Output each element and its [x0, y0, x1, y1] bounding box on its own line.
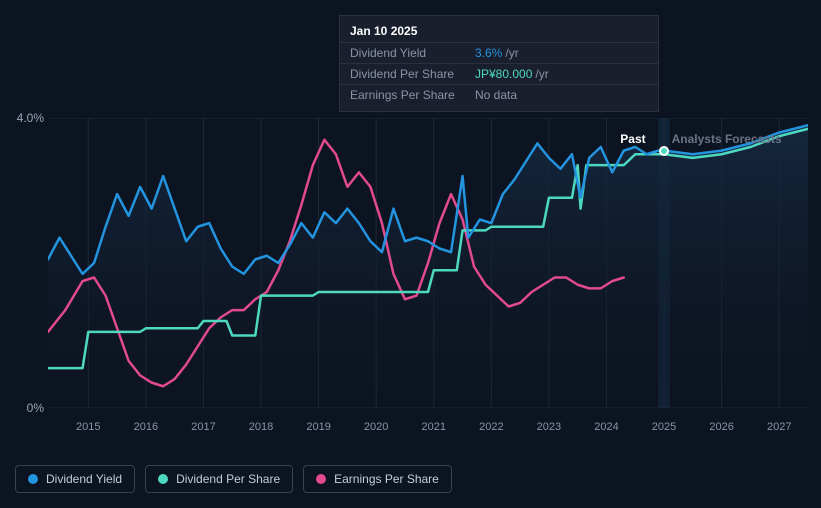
tooltip-metric-unit: /yr [535, 67, 548, 81]
tooltip-date: Jan 10 2025 [340, 22, 658, 43]
tooltip-metric-label: Dividend Yield [350, 46, 475, 60]
legend-label: Earnings Per Share [334, 472, 439, 486]
x-axis-tick: 2027 [767, 421, 791, 433]
x-axis-tick: 2017 [191, 421, 215, 433]
x-axis-tick: 2024 [594, 421, 618, 433]
y-axis-tick: 4.0% [4, 111, 44, 125]
x-axis-tick: 2019 [306, 421, 330, 433]
legend-item[interactable]: Dividend Per Share [145, 465, 293, 493]
chart-svg [48, 118, 808, 408]
x-axis-tick: 2026 [709, 421, 733, 433]
tooltip-metric-value: No data [475, 88, 517, 102]
tooltip-row: Dividend Per ShareJP¥80.000/yr [340, 64, 658, 85]
legend-item[interactable]: Dividend Yield [15, 465, 135, 493]
tooltip-rows-container: Dividend Yield3.6%/yrDividend Per ShareJ… [340, 43, 658, 105]
legend-label: Dividend Per Share [176, 472, 280, 486]
legend-label: Dividend Yield [46, 472, 122, 486]
legend-dot-icon [28, 474, 38, 484]
tooltip-metric-value: 3.6% [475, 46, 502, 60]
tooltip-metric-label: Earnings Per Share [350, 88, 475, 102]
tooltip-row: Earnings Per ShareNo data [340, 85, 658, 105]
past-label: Past [620, 132, 645, 146]
x-axis: 2015 2016 2017 2018 2019 2020 2021 2022 2023 2024… [48, 418, 808, 438]
legend-dot-icon [158, 474, 168, 484]
x-axis-tick: 2015 [76, 421, 100, 433]
current-marker [659, 146, 669, 156]
x-axis-tick: 2016 [134, 421, 158, 433]
tooltip-row: Dividend Yield3.6%/yr [340, 43, 658, 64]
x-axis-tick: 2022 [479, 421, 503, 433]
chart-tooltip: Jan 10 2025 Dividend Yield3.6%/yrDividen… [339, 15, 659, 112]
legend: Dividend Yield Dividend Per Share Earnings… [15, 465, 452, 493]
y-axis-tick: 0% [4, 401, 44, 415]
x-axis-tick: 2025 [652, 421, 676, 433]
legend-item[interactable]: Earnings Per Share [303, 465, 452, 493]
forecast-label: Analysts Forecasts [672, 132, 782, 146]
legend-dot-icon [316, 474, 326, 484]
tooltip-metric-value: JP¥80.000 [475, 67, 532, 81]
chart-plot-area [48, 118, 808, 408]
tooltip-metric-unit: /yr [505, 46, 518, 60]
x-axis-tick: 2020 [364, 421, 388, 433]
tooltip-metric-label: Dividend Per Share [350, 67, 475, 81]
x-axis-tick: 2018 [249, 421, 273, 433]
x-axis-tick: 2023 [537, 421, 561, 433]
x-axis-tick: 2021 [422, 421, 446, 433]
